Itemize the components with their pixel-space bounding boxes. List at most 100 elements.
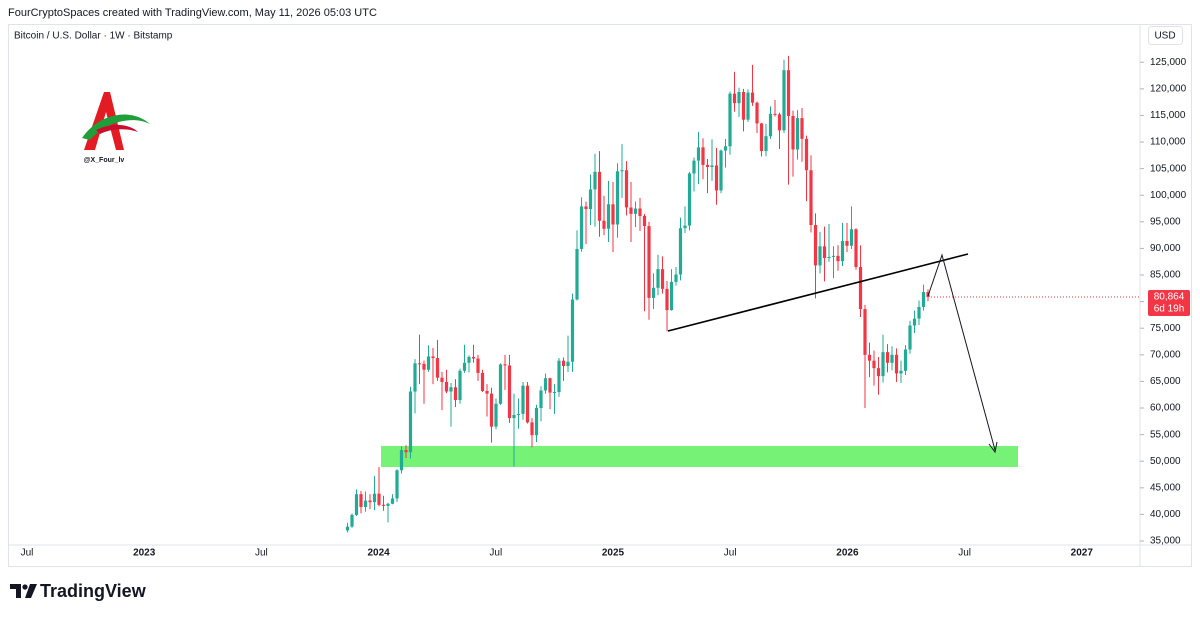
candle-body — [899, 370, 903, 374]
candle-body — [624, 170, 629, 208]
candle-body — [908, 325, 912, 350]
candle-body — [827, 256, 831, 259]
x-tick-label: Jul — [724, 548, 737, 559]
candle-body — [539, 390, 543, 409]
y-tick-label: 70,000 — [1150, 349, 1181, 360]
candle-body — [669, 281, 674, 311]
candle-body — [813, 225, 818, 266]
y-tick-label: 45,000 — [1150, 482, 1181, 493]
candle-body — [656, 269, 660, 288]
candle-body — [701, 147, 705, 165]
currency-button[interactable] — [1148, 26, 1183, 45]
candle-body — [602, 220, 606, 229]
watermark-text: @X_Four_lv — [84, 157, 125, 164]
candle-body — [750, 92, 755, 103]
brand-name: TradingView — [40, 581, 147, 601]
drawings-top — [667, 253, 998, 454]
x-tick-label: 2026 — [836, 548, 859, 559]
candle-body — [593, 171, 597, 190]
x-tick-label: 2024 — [367, 548, 390, 559]
candle-body — [431, 356, 435, 359]
candle-body — [620, 170, 624, 172]
candle-body — [782, 70, 786, 131]
candle-body — [804, 138, 809, 171]
candle-body — [741, 92, 746, 120]
candle-body — [462, 362, 467, 371]
candle-body — [723, 146, 728, 151]
candle-body — [404, 450, 408, 453]
candle-body — [534, 408, 539, 436]
arrow-head — [988, 441, 998, 454]
candle-body — [494, 403, 498, 427]
candle-body — [386, 503, 390, 506]
candle-body — [507, 365, 512, 419]
candle-body — [921, 292, 926, 307]
candle-body — [350, 514, 354, 527]
projection-arrow — [927, 253, 996, 451]
y-tick-label: 120,000 — [1150, 83, 1187, 94]
candle-body — [395, 470, 399, 499]
candle-body — [422, 363, 426, 370]
candle-body — [615, 171, 620, 225]
candle-body — [795, 118, 800, 150]
candle-body — [831, 255, 836, 257]
candle-body — [746, 92, 750, 120]
candle-body — [377, 493, 381, 505]
candle-body — [755, 102, 759, 124]
candle-body — [453, 387, 458, 401]
x-tick-label: 2027 — [1071, 548, 1094, 559]
candle-body — [399, 450, 404, 471]
candle-body — [381, 504, 386, 506]
watermark-logo: @X_Four_lv — [82, 92, 150, 164]
support-zone — [381, 446, 1018, 467]
y-tick-label: 100,000 — [1150, 190, 1187, 201]
candle-body — [413, 363, 417, 392]
candle-body — [665, 288, 669, 311]
candle-body — [512, 414, 516, 419]
candle-body — [597, 171, 602, 221]
candle-body — [791, 115, 795, 150]
y-tick-label: 125,000 — [1150, 57, 1187, 68]
candle-body — [503, 364, 507, 366]
candle-body — [642, 215, 647, 227]
y-tick-label: 85,000 — [1150, 270, 1181, 281]
symbol-title: Bitcoin / U.S. Dollar · 1W · Bitstamp — [14, 31, 173, 42]
candle-body — [917, 306, 921, 319]
candle-body — [521, 385, 525, 414]
x-tick-label: Jul — [255, 548, 268, 559]
candle-body — [372, 493, 377, 503]
candle-body — [359, 494, 363, 507]
candle-body — [543, 378, 548, 391]
y-tick-label: 55,000 — [1150, 429, 1181, 440]
y-tick-label: 65,000 — [1150, 376, 1181, 387]
candle-body — [687, 173, 692, 226]
y-tick-label: 105,000 — [1150, 163, 1187, 174]
candle-body — [863, 309, 867, 355]
currency[interactable]: USD — [1154, 31, 1175, 42]
candle-body — [561, 360, 566, 366]
candle-body — [768, 113, 773, 137]
y-tick-label: 95,000 — [1150, 216, 1181, 227]
candle-body — [611, 204, 615, 225]
candle-body — [485, 390, 489, 394]
candle-body — [633, 208, 638, 214]
candle-body — [552, 392, 557, 394]
y-tick-label: 35,000 — [1150, 536, 1181, 547]
candle-body — [345, 526, 350, 531]
y-tick-label: 115,000 — [1150, 110, 1186, 121]
drawings — [381, 446, 1018, 467]
y-tick-label: 40,000 — [1150, 509, 1181, 520]
trend-line — [667, 253, 969, 332]
last-price-badge — [1148, 290, 1190, 317]
candle-body — [728, 93, 732, 147]
candle-body — [530, 422, 534, 436]
candle-body — [692, 160, 696, 174]
candle-body — [881, 352, 885, 377]
candle-body — [363, 500, 368, 507]
y-tick-label: 60,000 — [1150, 403, 1181, 414]
candle-body — [858, 267, 863, 310]
candle-body — [867, 354, 872, 361]
candle-body — [840, 240, 845, 262]
y-tick-label: 110,000 — [1150, 137, 1186, 148]
